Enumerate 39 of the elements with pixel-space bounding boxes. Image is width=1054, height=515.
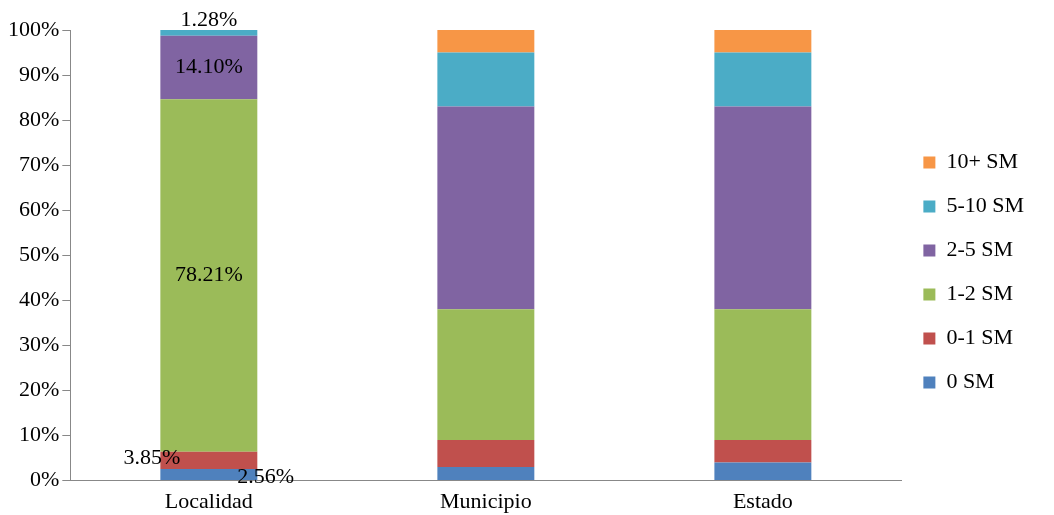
legend-label: 1-2 SM — [946, 280, 1013, 306]
y-tick-label: 90% — [19, 60, 60, 86]
bar — [714, 30, 812, 53]
y-tick-label: 0% — [30, 466, 60, 492]
data-label: 1.28% — [180, 5, 238, 31]
x-tick-label: Estado — [732, 487, 793, 513]
x-tick-label: Municipio — [440, 487, 532, 513]
bar — [714, 462, 812, 481]
data-label: 78.21% — [174, 261, 243, 287]
bar — [437, 440, 535, 468]
legend-label: 5-10 SM — [946, 192, 1024, 218]
y-tick-label: 80% — [19, 105, 60, 131]
bar — [160, 35, 258, 100]
y-tick-label: 40% — [19, 286, 60, 312]
bar — [714, 52, 812, 107]
legend-label: 2-5 SM — [946, 236, 1013, 262]
bar — [437, 52, 535, 107]
y-tick-label: 70% — [19, 150, 60, 176]
y-tick-label: 10% — [19, 421, 60, 447]
bar — [437, 106, 535, 310]
y-tick-label: 30% — [19, 331, 60, 357]
legend-label: 10+ SM — [946, 148, 1019, 174]
bar — [160, 99, 258, 452]
data-label: 14.10% — [174, 53, 243, 79]
legend-label: 0 SM — [946, 368, 995, 394]
bar — [437, 467, 535, 481]
legend-label: 0-1 SM — [946, 324, 1013, 350]
bar — [160, 30, 258, 36]
bar — [437, 309, 535, 441]
y-tick-label: 100% — [8, 15, 60, 41]
y-tick-label: 20% — [19, 376, 60, 402]
data-label: 2.56% — [237, 463, 295, 489]
bar — [714, 440, 812, 463]
y-tick-label: 50% — [19, 241, 60, 267]
bar — [714, 106, 812, 310]
bar — [437, 30, 535, 53]
x-tick-label: Localidad — [164, 487, 253, 513]
y-tick-label: 60% — [19, 196, 60, 222]
bar — [714, 309, 812, 441]
